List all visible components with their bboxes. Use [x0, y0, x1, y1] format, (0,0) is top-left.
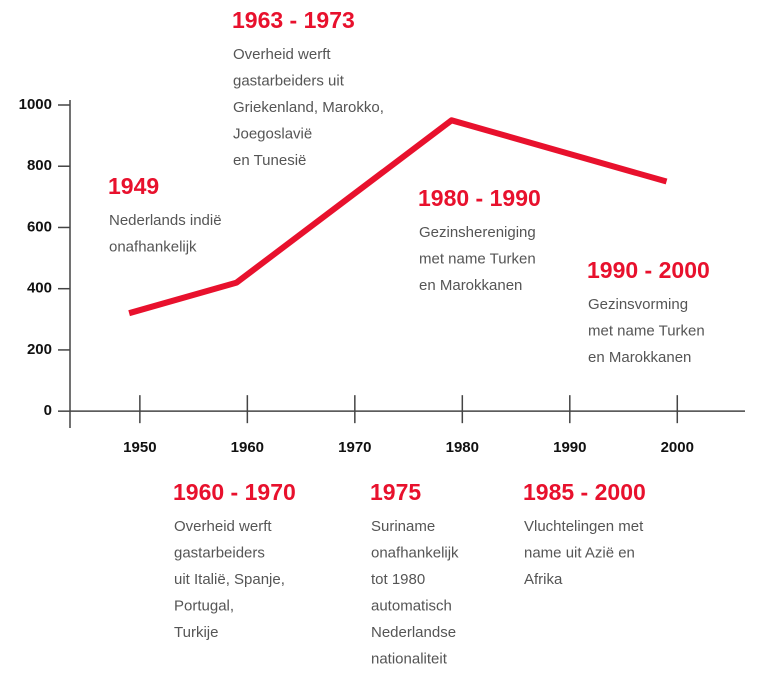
annotation-text: name uit Azië en — [524, 544, 635, 561]
annotation-title: 1963 - 1973 — [232, 7, 355, 33]
annotation-text: Griekenland, Marokko, — [233, 99, 384, 116]
annotation-title: 1990 - 2000 — [587, 257, 710, 283]
annotation-text: uit Italië, Spanje, — [174, 571, 285, 588]
x-tick-label: 1970 — [338, 439, 371, 456]
x-tick-label: 1980 — [446, 439, 479, 456]
annotation-text: Overheid werft — [233, 46, 331, 63]
annotation-text: Portugal, — [174, 597, 234, 614]
annotation-text: Gezinshereniging — [419, 224, 536, 241]
annotation-text: onafhankelijk — [109, 238, 197, 255]
y-tick-label: 1000 — [19, 96, 52, 113]
annotation-text: Afrika — [524, 571, 563, 588]
annotation-title: 1985 - 2000 — [523, 479, 646, 505]
annotation-text: gastarbeiders uit — [233, 72, 345, 89]
annotation-title: 1975 — [370, 479, 421, 505]
annotation-title: 1960 - 1970 — [173, 479, 296, 505]
annotation-text: met name Turken — [419, 250, 536, 267]
y-tick-label: 400 — [27, 280, 52, 297]
annotation-text: en Marokkanen — [588, 349, 691, 366]
annotation-text: tot 1980 — [371, 571, 425, 588]
annotation-title: 1980 - 1990 — [418, 185, 541, 211]
annotation-text: en Tunesië — [233, 152, 306, 169]
annotation-text: en Marokkanen — [419, 277, 522, 294]
annotation-text: Nederlands indië — [109, 212, 222, 229]
line — [128, 117, 668, 317]
annotation-text: Overheid werft — [174, 518, 272, 535]
y-tick-label: 0 — [44, 402, 52, 419]
annotation-text: Nederlandse — [371, 624, 456, 641]
y-tick-label: 600 — [27, 218, 52, 235]
x-tick-label: 1950 — [123, 439, 156, 456]
annotation-text: gastarbeiders — [174, 544, 265, 561]
y-tick-label: 800 — [27, 157, 52, 174]
x-tick-label: 1960 — [231, 439, 264, 456]
annotation-text: Suriname — [371, 518, 435, 535]
annotation-text: automatisch — [371, 597, 452, 614]
annotation-text: onafhankelijk — [371, 544, 459, 561]
x-tick-label: 2000 — [661, 439, 694, 456]
annotation-text: Gezinsvorming — [588, 296, 688, 313]
annotation-text: nationaliteit — [371, 650, 448, 667]
annotation-title: 1949 — [108, 173, 159, 199]
y-tick-label: 200 — [27, 341, 52, 358]
annotation-text: Vluchtelingen met — [524, 518, 644, 535]
x-tick-label: 1990 — [553, 439, 586, 456]
annotation-text: met name Turken — [588, 322, 705, 339]
annotation-text: Joegoslavië — [233, 125, 312, 142]
annotation-text: Turkije — [174, 624, 218, 641]
